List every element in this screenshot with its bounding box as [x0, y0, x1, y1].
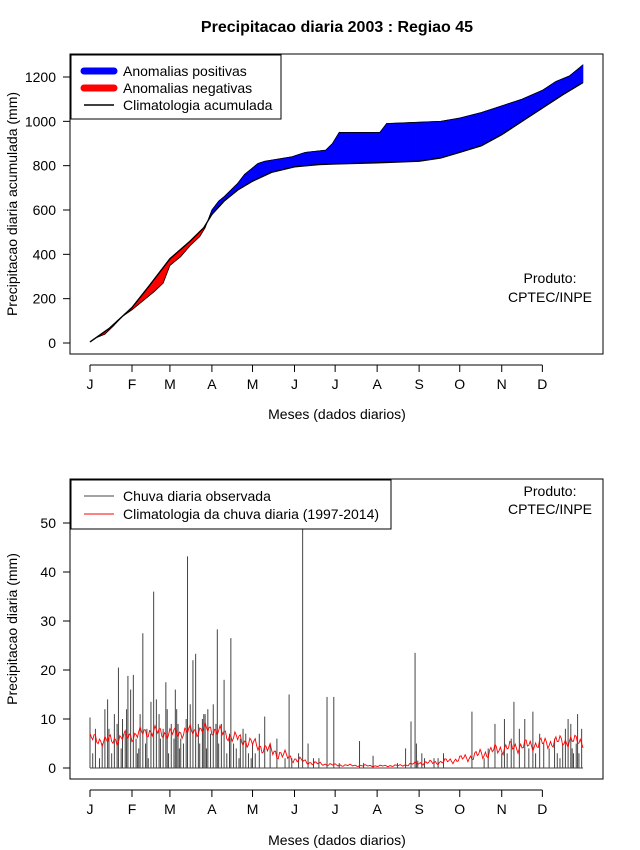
- chart-1-y-tick-label: 200: [33, 291, 57, 307]
- chart-2-y-tick-label: 0: [48, 760, 56, 776]
- chart-1-y-tick-label: 600: [33, 202, 57, 218]
- legend-label-climatology-daily: Climatologia da chuva diaria (1997-2014): [123, 506, 379, 522]
- chart-2-x-tick-label: J: [332, 801, 339, 817]
- chart-1-x-tick-label: F: [128, 376, 137, 392]
- chart-2-x-tick-label: O: [454, 801, 465, 817]
- chart-2-x-tick-label: D: [537, 801, 547, 817]
- chart-1-x-tick-label: A: [207, 376, 217, 392]
- chart-2: 0 10 20 30 40 50 J F M A M J J A S O N D Meses (dados di…: [4, 478, 604, 848]
- chart-1-annotation-line-1: Produto:: [524, 270, 577, 286]
- legend-label-observed: Chuva diaria observada: [123, 488, 271, 504]
- chart-2-x-tick-label: M: [247, 801, 259, 817]
- chart-2-climatology-line: [89, 720, 584, 768]
- chart-1-observed-line: [89, 64, 584, 343]
- chart-2-annotation-line-1: Produto:: [524, 483, 577, 499]
- chart-1-x-label: Meses (dados diarios): [268, 406, 406, 422]
- chart-1-y-tick-label: 800: [33, 158, 57, 174]
- legend-label-positive: Anomalias positivas: [123, 63, 247, 79]
- chart-2-x-tick-label: J: [291, 801, 298, 817]
- chart-1-y-tick-label: 1200: [25, 69, 56, 85]
- chart-1-x-tick-label: D: [537, 376, 547, 392]
- chart-1-x-tick-label: S: [414, 376, 423, 392]
- chart-2-annotation-line-2: CPTEC/INPE: [508, 501, 592, 517]
- chart-1-anomaly-areas: [89, 64, 584, 343]
- chart-2-y-axis: 0 10 20 30 40 50: [40, 515, 71, 776]
- chart-2-y-tick-label: 10: [40, 711, 56, 727]
- chart-1-y-tick-label: 400: [33, 246, 57, 262]
- chart-2-x-label: Meses (dados diarios): [268, 832, 406, 848]
- chart-2-y-tick-label: 20: [40, 662, 56, 678]
- chart-1-y-label: Precipitacao diaria acumulada (mm): [4, 92, 20, 316]
- chart-1-x-tick-label: J: [332, 376, 339, 392]
- chart-1-title: Precipitacao diaria 2003 : Regiao 45: [201, 19, 473, 36]
- legend-label-negative: Anomalias negativas: [123, 80, 252, 96]
- chart-2-y-label: Precipitacao diaria (mm): [4, 553, 20, 705]
- chart-2-y-tick-label: 40: [40, 564, 56, 580]
- chart-1-climatology-line: [89, 81, 584, 343]
- chart-1-x-tick-label: M: [247, 376, 259, 392]
- chart-2-legend: Chuva diaria observada Climatologia da c…: [70, 479, 392, 530]
- chart-2-x-tick-label: A: [372, 801, 382, 817]
- chart-1-y-axis: 0 200 400 600 800 1000 1200: [25, 69, 71, 351]
- chart-1-x-tick-label: J: [87, 376, 94, 392]
- chart-2-y-tick-label: 30: [40, 613, 56, 629]
- chart-1-x-tick-label: M: [164, 376, 176, 392]
- positive-anomaly-segment: [581, 64, 584, 84]
- chart-1: Precipitacao diaria 2003 : Regiao 45 0 20…: [4, 19, 604, 422]
- chart-1-x-tick-label: N: [497, 376, 507, 392]
- chart-2-x-tick-label: M: [164, 801, 176, 817]
- chart-2-x-tick-label: N: [497, 801, 507, 817]
- chart-2-x-tick-label: F: [128, 801, 137, 817]
- chart-1-x-tick-label: A: [372, 376, 382, 392]
- chart-1-x-tick-label: J: [291, 376, 298, 392]
- chart-2-daily-bars: [89, 525, 583, 769]
- chart-1-x-tick-label: O: [454, 376, 465, 392]
- chart-2-x-tick-label: S: [414, 801, 423, 817]
- chart-2-x-tick-label: A: [207, 801, 217, 817]
- legend-label-climatology: Climatologia acumulada: [123, 97, 273, 113]
- chart-2-legend-box: [70, 479, 392, 530]
- chart-1-annotation-line-2: CPTEC/INPE: [508, 289, 592, 305]
- chart-2-y-tick-label: 50: [40, 515, 56, 531]
- chart-1-y-tick-label: 0: [48, 335, 56, 351]
- chart-1-y-tick-label: 1000: [25, 113, 56, 129]
- chart-2-x-tick-label: J: [87, 801, 94, 817]
- chart-1-legend: Anomalias positivas Anomalias negativas …: [70, 54, 282, 120]
